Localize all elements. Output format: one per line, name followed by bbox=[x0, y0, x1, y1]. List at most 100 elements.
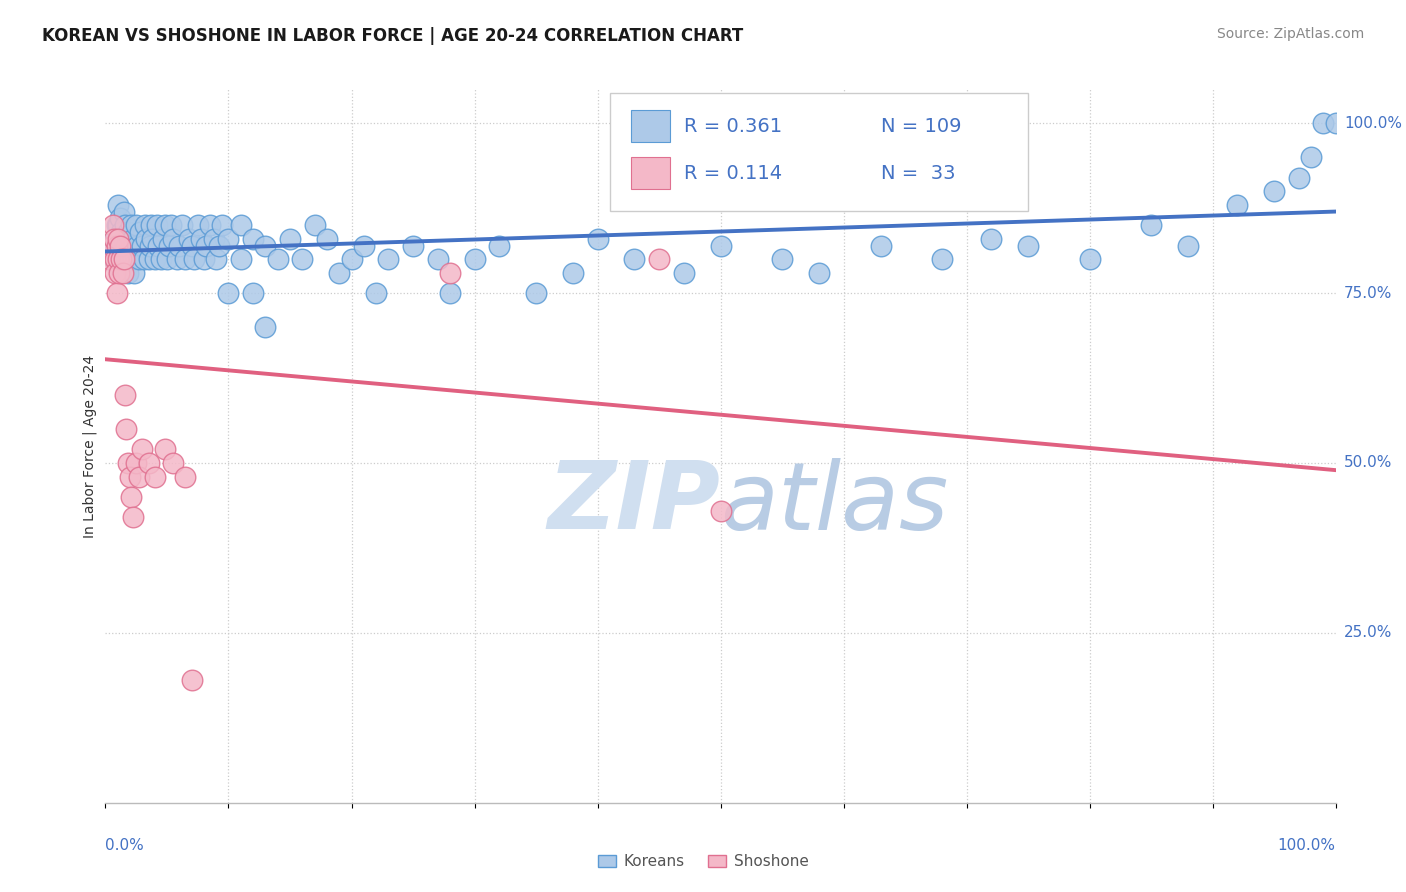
Point bbox=[134, 218, 156, 232]
Point bbox=[242, 232, 264, 246]
Point bbox=[98, 252, 121, 266]
Point bbox=[1226, 198, 1249, 212]
Point bbox=[104, 266, 127, 280]
Point bbox=[193, 252, 215, 266]
Point bbox=[114, 388, 136, 402]
Point bbox=[1263, 184, 1285, 198]
Point bbox=[108, 252, 131, 266]
Point bbox=[104, 252, 127, 266]
Point bbox=[108, 266, 131, 280]
Point bbox=[111, 259, 134, 273]
Bar bbox=[631, 157, 671, 189]
Point bbox=[128, 469, 150, 483]
Point bbox=[1288, 170, 1310, 185]
Point bbox=[138, 252, 160, 266]
Point bbox=[120, 490, 142, 504]
Point bbox=[1312, 116, 1334, 130]
Point bbox=[120, 238, 141, 252]
Point bbox=[202, 232, 225, 246]
Point bbox=[623, 252, 645, 266]
Y-axis label: In Labor Force | Age 20-24: In Labor Force | Age 20-24 bbox=[83, 354, 97, 538]
Point bbox=[1301, 150, 1323, 164]
Point bbox=[107, 252, 129, 266]
Point bbox=[112, 204, 135, 219]
Text: N =  33: N = 33 bbox=[880, 164, 955, 183]
Point bbox=[122, 266, 145, 280]
Legend: Koreans, Shoshone: Koreans, Shoshone bbox=[592, 848, 814, 875]
Point bbox=[340, 252, 363, 266]
Point bbox=[121, 232, 143, 246]
Text: KOREAN VS SHOSHONE IN LABOR FORCE | AGE 20-24 CORRELATION CHART: KOREAN VS SHOSHONE IN LABOR FORCE | AGE … bbox=[42, 27, 744, 45]
Point bbox=[117, 225, 139, 239]
Point bbox=[129, 225, 152, 239]
Point bbox=[980, 232, 1002, 246]
Point bbox=[153, 442, 176, 457]
Point bbox=[105, 218, 128, 232]
Point bbox=[107, 218, 129, 232]
Bar bbox=[631, 111, 671, 143]
Text: 100.0%: 100.0% bbox=[1278, 838, 1336, 854]
Point bbox=[162, 456, 184, 470]
Point bbox=[254, 320, 277, 334]
Point bbox=[174, 469, 197, 483]
Text: R = 0.114: R = 0.114 bbox=[683, 164, 782, 183]
Point bbox=[103, 252, 125, 266]
Text: R = 0.361: R = 0.361 bbox=[683, 117, 782, 136]
Point bbox=[156, 252, 179, 266]
Text: 100.0%: 100.0% bbox=[1344, 116, 1402, 131]
Point bbox=[198, 218, 221, 232]
Point bbox=[179, 232, 201, 246]
Point bbox=[105, 286, 128, 301]
Point bbox=[139, 218, 162, 232]
Point bbox=[211, 218, 233, 232]
Point bbox=[120, 469, 141, 483]
Point bbox=[439, 286, 461, 301]
Text: 25.0%: 25.0% bbox=[1344, 625, 1392, 640]
Point bbox=[120, 218, 142, 232]
Point bbox=[1324, 116, 1347, 130]
Point bbox=[242, 286, 264, 301]
Point bbox=[1140, 218, 1163, 232]
Point bbox=[208, 238, 231, 252]
Point bbox=[229, 218, 252, 232]
Point bbox=[107, 238, 129, 252]
Point bbox=[107, 232, 129, 246]
Point bbox=[377, 252, 399, 266]
Point bbox=[170, 218, 193, 232]
FancyBboxPatch shape bbox=[610, 93, 1028, 211]
Text: 50.0%: 50.0% bbox=[1344, 456, 1392, 470]
Point bbox=[141, 232, 163, 246]
Point bbox=[648, 252, 671, 266]
Point bbox=[107, 259, 129, 273]
Point bbox=[125, 456, 148, 470]
Point bbox=[1017, 238, 1039, 252]
Point bbox=[118, 252, 141, 266]
Point bbox=[162, 232, 184, 246]
Point bbox=[110, 252, 132, 266]
Point bbox=[115, 238, 138, 252]
Point bbox=[146, 218, 169, 232]
Point bbox=[135, 232, 157, 246]
Point bbox=[159, 238, 180, 252]
Point bbox=[524, 286, 547, 301]
Point bbox=[180, 238, 202, 252]
Point bbox=[710, 238, 733, 252]
Point bbox=[166, 252, 188, 266]
Point bbox=[439, 266, 461, 280]
Point bbox=[117, 456, 139, 470]
Point bbox=[183, 252, 205, 266]
Point bbox=[402, 238, 425, 252]
Point bbox=[562, 266, 585, 280]
Point bbox=[117, 266, 139, 280]
Point bbox=[111, 266, 134, 280]
Point bbox=[267, 252, 290, 266]
Point bbox=[100, 238, 122, 252]
Text: 75.0%: 75.0% bbox=[1344, 285, 1392, 301]
Point bbox=[672, 266, 695, 280]
Point bbox=[153, 218, 176, 232]
Point bbox=[110, 232, 132, 246]
Point bbox=[869, 238, 891, 252]
Text: atlas: atlas bbox=[721, 458, 949, 549]
Point bbox=[464, 252, 486, 266]
Point bbox=[110, 211, 132, 226]
